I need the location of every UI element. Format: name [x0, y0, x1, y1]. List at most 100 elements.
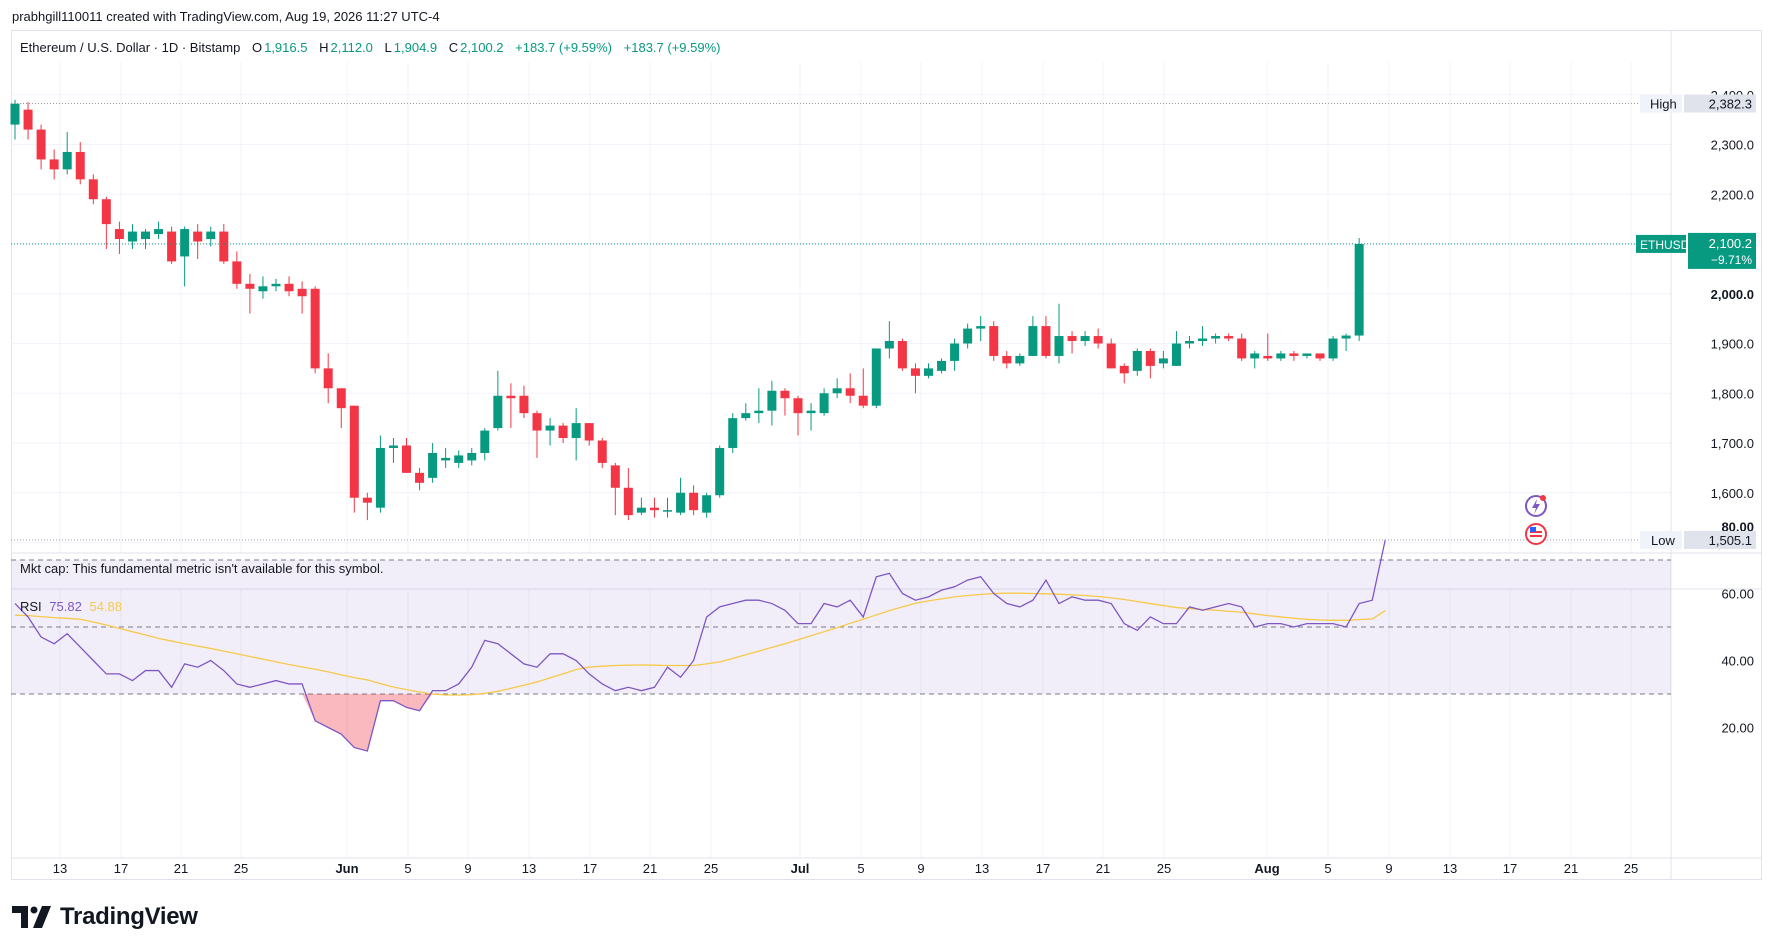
time-axis-label: 5	[404, 861, 411, 876]
change-value: +183.7 (+9.59%)	[515, 40, 613, 55]
candle-up	[454, 455, 464, 463]
lightning-icon	[1532, 499, 1540, 514]
candle-down	[36, 129, 46, 160]
time-axis-label: 5	[857, 861, 864, 876]
time-axis-label: 9	[464, 861, 471, 876]
time-axis-label: Jun	[335, 861, 358, 876]
candle-up	[950, 343, 960, 361]
candle-down	[845, 388, 855, 396]
symbol-tag-label: ETHUSD	[1640, 238, 1690, 252]
price-axis-label: 2,200.0	[1711, 187, 1754, 202]
time-axis-label: 21	[174, 861, 188, 876]
candle-up	[963, 328, 973, 344]
price-axis-label: 1,800.0	[1711, 386, 1754, 401]
candle-up	[441, 457, 451, 461]
rsi-label: RSI	[20, 599, 42, 614]
candle-up	[1328, 338, 1338, 359]
rsi-value: 75.82	[49, 599, 82, 614]
candle-down	[402, 445, 411, 473]
candle-up	[832, 388, 842, 394]
rsi-axis-label: 40.00	[1721, 654, 1754, 669]
us-flag-canton	[1530, 527, 1536, 532]
time-axis-label: 25	[1624, 861, 1638, 876]
candle-up	[1341, 335, 1351, 339]
candle-down	[219, 231, 229, 262]
candle-up	[127, 231, 137, 242]
candle-up	[1080, 336, 1090, 342]
candle-down	[584, 423, 594, 441]
time-axis-label: Aug	[1254, 861, 1279, 876]
time-axis-label: 9	[1385, 861, 1392, 876]
candle-up	[636, 507, 646, 513]
candle-up	[1185, 341, 1194, 344]
candle-up	[676, 492, 686, 513]
rsi-axis-label: 20.00	[1721, 721, 1754, 736]
last-price-label: 2,100.2	[1709, 236, 1752, 251]
time-axis-label: 9	[917, 861, 924, 876]
time-axis-label: 25	[704, 861, 718, 876]
last-price-box	[1688, 232, 1756, 269]
time-axis-label: 25	[234, 861, 248, 876]
candle-up	[493, 395, 503, 429]
mkt-cap-message: Mkt cap: This fundamental metric isn't a…	[20, 561, 384, 576]
candle-down	[336, 388, 346, 409]
candle-down	[780, 390, 790, 399]
time-axis-label: 21	[1564, 861, 1578, 876]
time-axis-label: 5	[1324, 861, 1331, 876]
candle-down	[597, 440, 607, 463]
candle-up	[715, 447, 725, 496]
candle-down	[415, 472, 425, 483]
chart-frame	[11, 30, 1762, 880]
symbol-tag-box	[1636, 234, 1686, 253]
candle-down	[193, 231, 203, 242]
chart-credit: prabhgill110011 created with TradingView…	[12, 9, 440, 24]
rsi-ma-line	[14, 592, 1386, 696]
candle-down	[1237, 338, 1247, 359]
candle-up	[1198, 338, 1208, 342]
candle-up	[806, 410, 816, 414]
us-flag-stripe	[1530, 535, 1542, 537]
candle-down	[1315, 353, 1325, 359]
candle-up	[741, 413, 751, 419]
time-axis-label: Jul	[791, 861, 810, 876]
candle-up	[1354, 244, 1364, 336]
candle-down	[49, 159, 59, 170]
candle-up	[375, 447, 385, 508]
low-label: L	[384, 40, 392, 55]
candle-down	[101, 199, 111, 225]
candle-down	[362, 497, 372, 503]
candle-down	[1106, 343, 1116, 369]
tradingview-logo[interactable]: TradingView	[12, 903, 198, 931]
candle-down	[1145, 350, 1155, 366]
high-price-label: 2,382.3	[1709, 97, 1752, 112]
time-axis-label: 17	[114, 861, 128, 876]
candle-up	[884, 341, 894, 349]
candle-up	[388, 445, 398, 448]
candle-down	[989, 326, 999, 356]
price-axis-label: 1,700.0	[1711, 436, 1754, 451]
candle-up	[1158, 358, 1168, 364]
tradingview-logo-icon	[12, 906, 51, 928]
candle-down	[75, 151, 85, 180]
candle-down	[689, 492, 699, 511]
candle-up	[1171, 343, 1181, 366]
candle-down	[1263, 355, 1273, 359]
candle-up	[1211, 336, 1221, 339]
candle-up	[1054, 336, 1064, 356]
candle-down	[519, 395, 529, 414]
candle-up	[428, 452, 438, 478]
price-axis-label: 2,300.0	[1711, 138, 1754, 153]
candle-up	[10, 103, 20, 125]
candle-down	[245, 283, 255, 289]
rsi-legend[interactable]: RSI 75.82 54.88	[20, 599, 122, 614]
low-price-label: 1,505.1	[1709, 533, 1752, 548]
candle-up	[480, 430, 490, 453]
time-axis-label: 13	[53, 861, 67, 876]
high-tag-label: High	[1650, 97, 1677, 112]
time-axis-label: 13	[522, 861, 536, 876]
low-value: 1,904.9	[393, 40, 438, 55]
candle-up	[271, 283, 281, 287]
event-dot-icon	[1540, 495, 1546, 501]
symbol-legend[interactable]: Ethereum / U.S. Dollar · 1D · Bitstamp O…	[20, 40, 723, 55]
